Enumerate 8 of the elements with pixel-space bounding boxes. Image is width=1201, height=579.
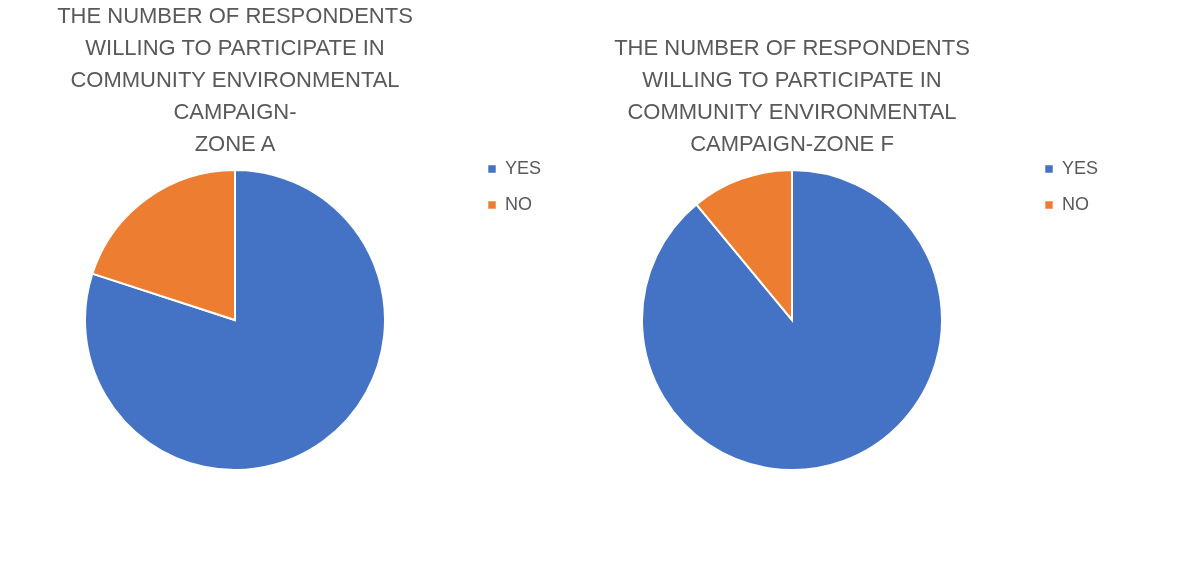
pie-slice: [641, 169, 943, 471]
chart-title: THE NUMBER OF RESPONDENTS WILLING TO PARTICIPATE IN COMMUNITY ENVIRONMENTAL CAMPAIGN- ZONE A: [57, 3, 413, 156]
pie-slice: [84, 169, 386, 471]
legend-label: YES: [1062, 158, 1099, 178]
legend-label: NO: [1062, 194, 1089, 214]
chart-title: THE NUMBER OF RESPONDENTS WILLING TO PARTICIPATE IN COMMUNITY ENVIRONMENTAL CAMPAIGN-ZONE F: [614, 35, 970, 156]
legend-label: NO: [505, 194, 532, 214]
legend-label: YES: [505, 158, 542, 178]
